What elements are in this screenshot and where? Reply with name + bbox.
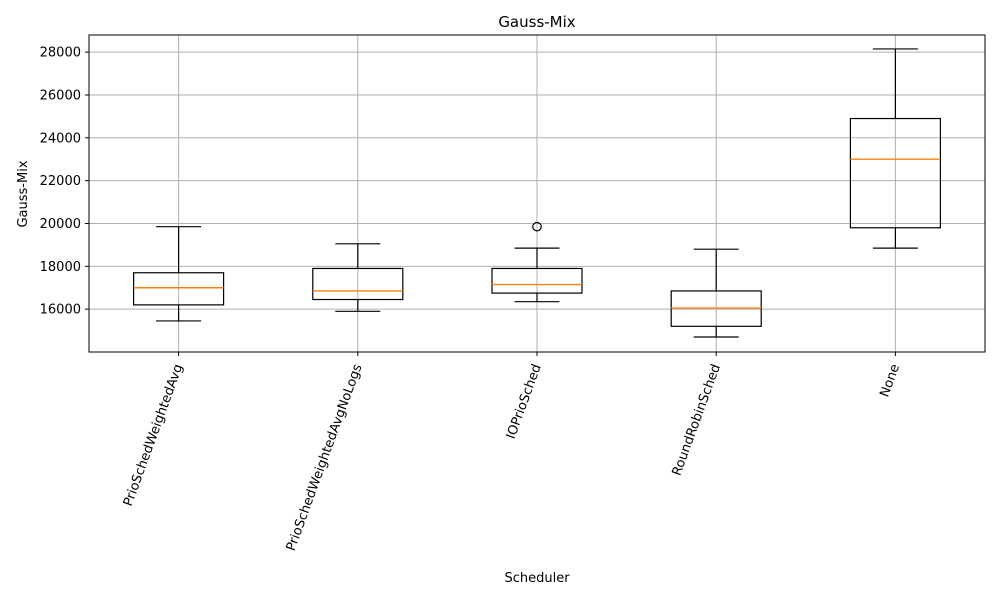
box-iqr — [133, 272, 225, 306]
y-tick-label: 18000 — [40, 260, 81, 275]
box-iqr — [491, 267, 583, 294]
box-iqr — [849, 117, 942, 229]
y-axis-label: Gauss-Mix — [16, 160, 31, 227]
y-tick-label: 26000 — [40, 88, 81, 103]
box-1 — [133, 226, 225, 322]
y-tick-label: 28000 — [40, 46, 81, 61]
box-4 — [670, 248, 762, 338]
outlier-point — [532, 221, 542, 232]
y-axis: 16000 18000 20000 22000 24000 26000 28000 — [40, 46, 89, 318]
box-5 — [849, 48, 942, 249]
y-tick-label: 16000 — [40, 303, 81, 318]
box-3 — [491, 221, 583, 303]
boxes — [133, 48, 942, 338]
chart-title: Gauss-Mix — [498, 13, 575, 31]
y-tick-label: 20000 — [40, 217, 81, 232]
y-tick-label: 22000 — [40, 174, 81, 189]
box-2 — [312, 243, 404, 312]
x-axis-label: Scheduler — [504, 571, 570, 586]
box-iqr — [312, 267, 404, 301]
y-tick-label: 24000 — [40, 131, 81, 146]
